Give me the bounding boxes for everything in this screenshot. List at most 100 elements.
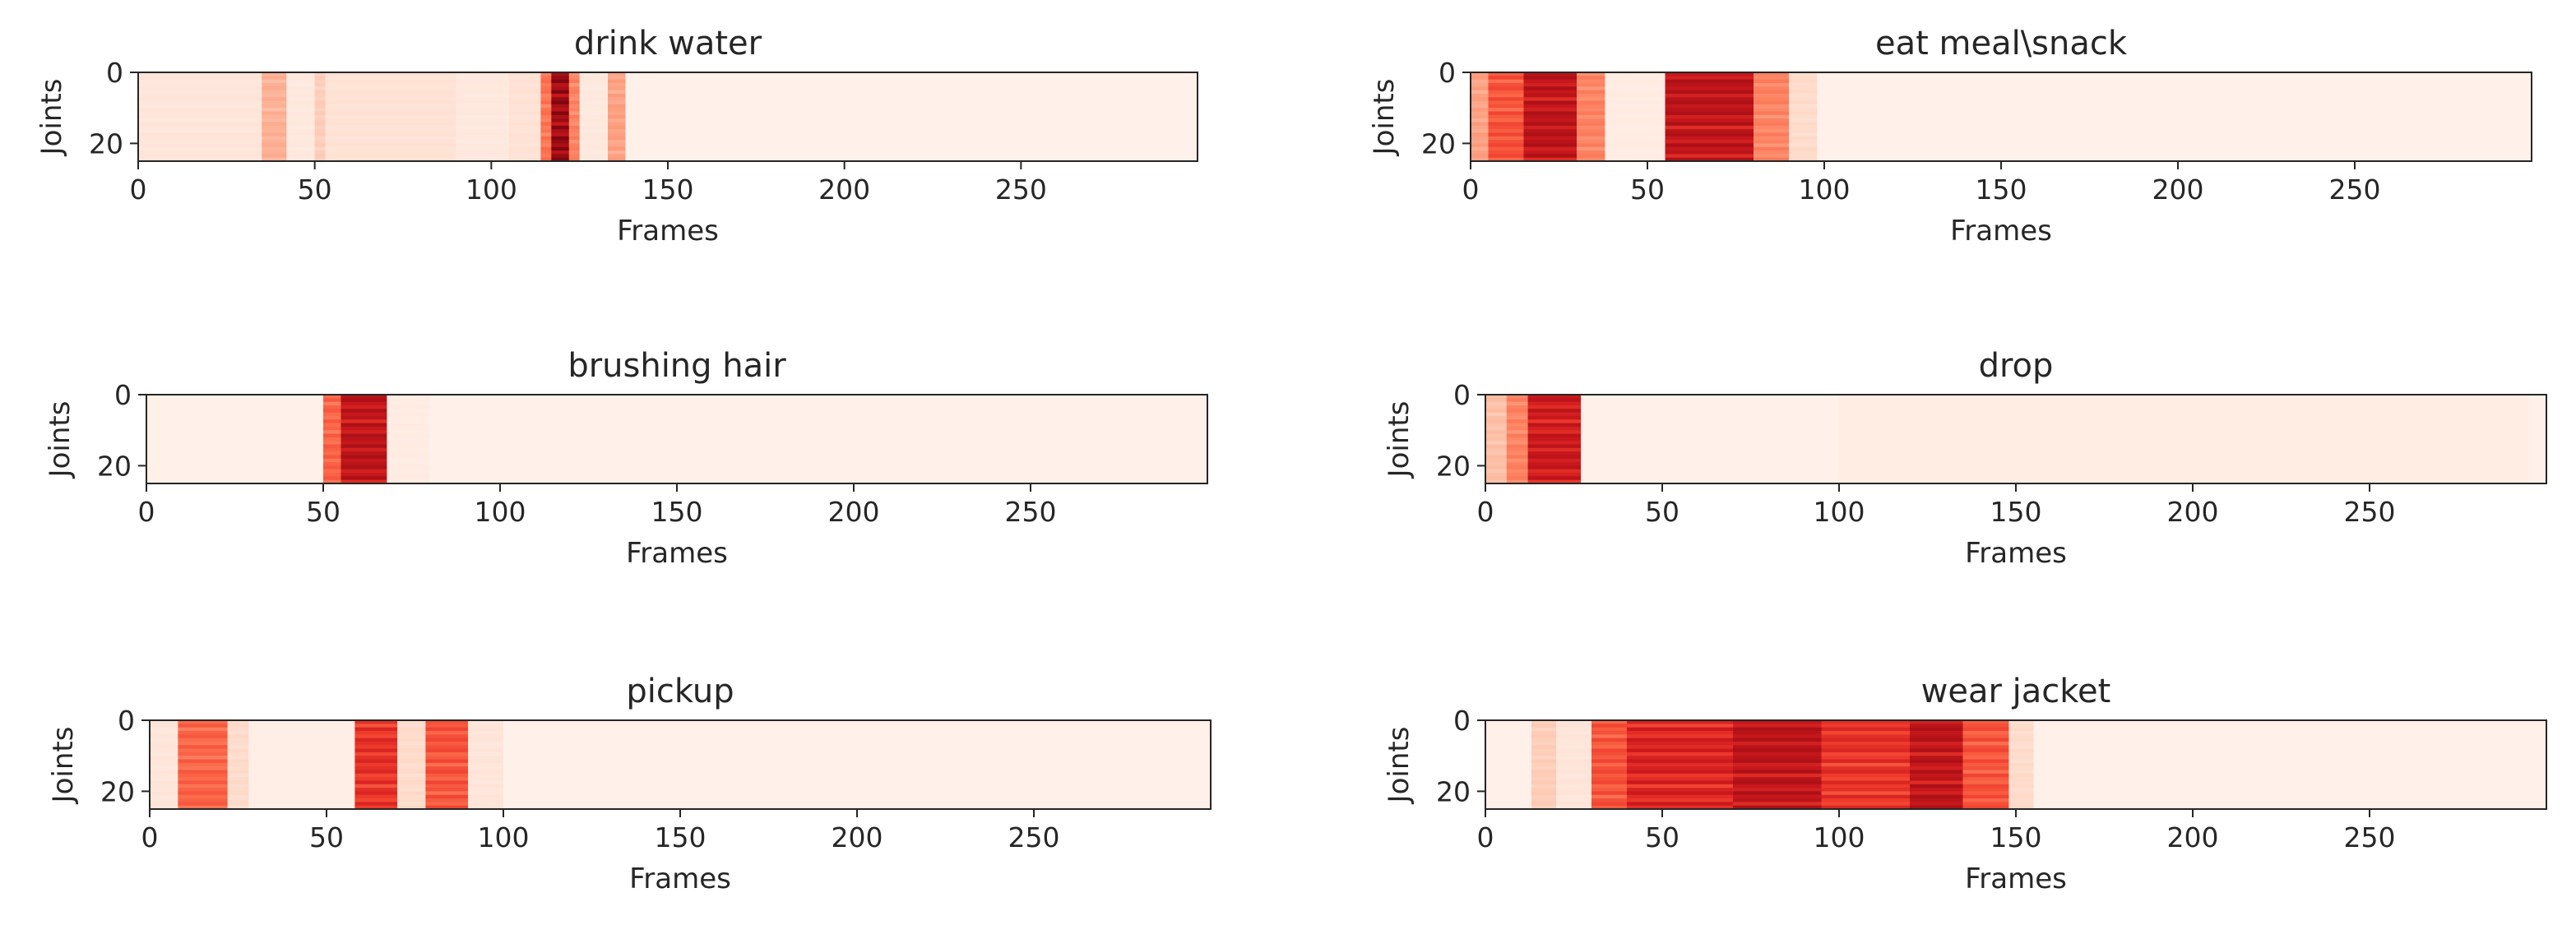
heatmap-cell xyxy=(468,727,504,732)
heatmap-cell xyxy=(568,93,581,98)
heatmap-cell xyxy=(227,741,249,746)
heatmap-cell xyxy=(1523,150,1578,155)
heatmap-cell xyxy=(425,773,469,778)
heatmap-cell-band-0 xyxy=(1485,720,1532,809)
heatmap-cell xyxy=(397,784,426,789)
heatmap-cell xyxy=(286,79,316,84)
heatmap-cell xyxy=(178,745,229,750)
heatmap-cell xyxy=(608,143,626,148)
heatmap-cell xyxy=(1910,773,1963,778)
heatmap-cell xyxy=(1821,784,1911,789)
heatmap-cell xyxy=(323,426,341,431)
heatmap-cell xyxy=(540,146,552,151)
heatmap-cell xyxy=(1531,720,1557,724)
heatmap-cell xyxy=(456,157,510,161)
heatmap-cell xyxy=(325,82,456,87)
heatmap-cell xyxy=(1627,766,1734,770)
heatmap-cell xyxy=(1471,140,1489,144)
heatmap-cell xyxy=(1485,430,1508,435)
heatmap-cell xyxy=(1605,86,1666,91)
heatmap-cell xyxy=(1531,794,1557,799)
heatmap-cell xyxy=(1488,157,1524,161)
heatmap-cell xyxy=(341,441,387,445)
x-tick-label: 150 xyxy=(1976,173,2027,206)
heatmap-cell xyxy=(608,118,626,123)
heatmap-cell xyxy=(314,111,327,116)
heatmap-cell xyxy=(1754,86,1790,91)
heatmap-cell xyxy=(1962,759,2009,764)
heatmap-cell xyxy=(608,114,626,119)
heatmap-cell xyxy=(1577,108,1605,113)
heatmap-cell xyxy=(150,727,178,732)
heatmap-cell xyxy=(1665,76,1754,81)
heatmap-cell xyxy=(1485,433,1508,438)
heatmap-cell xyxy=(325,129,456,133)
heatmap-cell xyxy=(468,730,504,735)
x-tick-label: 150 xyxy=(1990,821,2042,853)
heatmap-cell xyxy=(1962,794,2009,799)
heatmap-cell xyxy=(1485,447,1508,452)
heatmap-cell xyxy=(1531,738,1557,742)
heatmap-cell xyxy=(1821,766,1911,770)
heatmap-cell xyxy=(1605,93,1666,98)
heatmap-cell xyxy=(1591,798,1628,802)
heatmap-cell xyxy=(1556,784,1592,789)
heatmap-cell xyxy=(1577,129,1605,133)
heatmap-cell xyxy=(1665,150,1754,155)
heatmap-cell xyxy=(468,759,504,764)
heatmap-cell xyxy=(227,748,249,753)
heatmap-cell xyxy=(138,93,262,98)
heatmap-cell xyxy=(1754,132,1790,137)
heatmap-cells xyxy=(1485,395,2546,483)
heatmap-cell xyxy=(150,720,178,724)
heatmap-cell xyxy=(1506,465,1529,470)
heatmap-cell xyxy=(1754,140,1790,144)
heatmap-cell xyxy=(456,100,510,105)
heatmap-cell xyxy=(456,140,510,144)
heatmap-cell xyxy=(540,72,552,76)
heatmap-cell xyxy=(1523,125,1578,130)
heatmap-cell xyxy=(1523,93,1578,98)
heatmap-cell xyxy=(1488,79,1524,84)
heatmap-cell xyxy=(579,125,609,130)
x-tick-label: 250 xyxy=(1008,821,1060,853)
heatmap-cell xyxy=(1627,770,1734,775)
heatmap-cell xyxy=(1523,82,1578,87)
heatmap-cell xyxy=(608,86,626,91)
heatmap-cell xyxy=(1471,114,1489,119)
heatmap-cell xyxy=(1665,132,1754,137)
heatmap-cell xyxy=(608,72,626,76)
heatmap-cell xyxy=(2008,794,2034,799)
heatmap-cell xyxy=(468,724,504,728)
heatmap-cell xyxy=(608,129,626,133)
heatmap-cell xyxy=(1471,136,1489,141)
heatmap-cell xyxy=(1910,752,1963,756)
heatmap-cell xyxy=(286,111,316,116)
heatmap-cell xyxy=(425,759,469,764)
y-tick-label: 0 xyxy=(106,57,123,89)
heatmap-cell xyxy=(314,143,327,148)
heatmap-cell xyxy=(387,465,430,470)
heatmap-cell xyxy=(1506,458,1529,463)
heatmap-cell xyxy=(1531,784,1557,789)
heatmap-cell xyxy=(314,90,327,95)
heatmap-cell xyxy=(1754,125,1790,130)
heatmap-cell xyxy=(1754,108,1790,113)
heatmap-cell-band-5 xyxy=(2528,395,2546,483)
heatmap-cell xyxy=(1485,462,1508,466)
heatmap-cell xyxy=(551,79,570,84)
heatmap-cell xyxy=(1471,100,1489,105)
heatmap-cell xyxy=(425,770,469,775)
heatmap-cell xyxy=(1488,76,1524,81)
x-tick-label: 200 xyxy=(818,173,870,206)
heatmap-cell xyxy=(1754,143,1790,148)
heatmap-cell xyxy=(1789,111,1818,116)
heatmap-cell xyxy=(1577,76,1605,81)
heatmap-cell xyxy=(468,752,504,756)
heatmap-cell xyxy=(397,738,426,742)
heatmap-cell xyxy=(2008,720,2034,724)
heatmap-cell xyxy=(138,146,262,151)
heatmap-cell xyxy=(608,125,626,130)
heatmap-cell xyxy=(456,86,510,91)
